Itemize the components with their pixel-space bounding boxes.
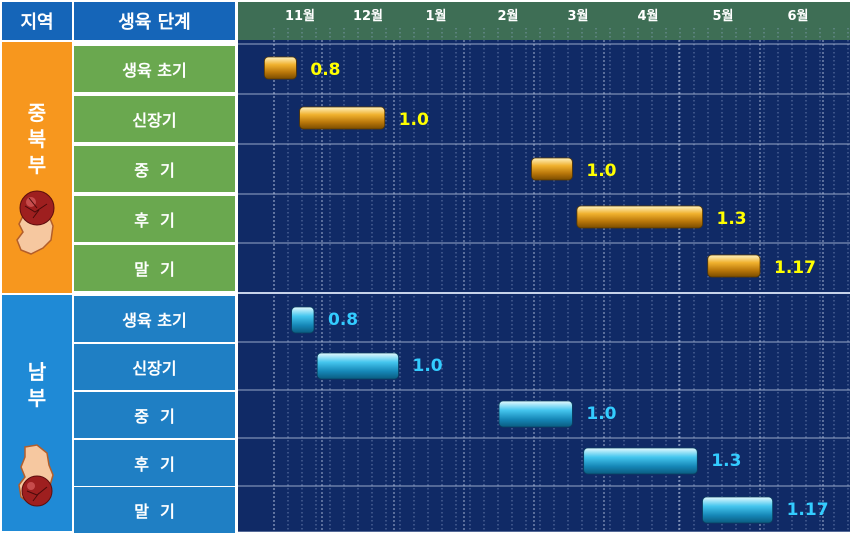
region-label-south: 남 부 <box>27 360 47 410</box>
gantt-bar <box>576 205 703 229</box>
stage-label: 후 기 <box>74 196 235 242</box>
month-tick-label: 12월 <box>353 8 383 24</box>
stage-label: 신장기 <box>74 344 235 390</box>
region-label-north-central: 중 북 부 <box>27 101 47 177</box>
gantt-chart: 11월 12월 1월 2월 3월 4월 5월 6월 0.8 1.0 1.0 1.3 1.17 0.8 1.… <box>238 2 850 532</box>
month-tick-label: 2월 <box>497 8 518 24</box>
month-tick-label: 5월 <box>712 8 733 24</box>
bar-value-label: 1.0 <box>413 356 443 376</box>
month-tick-label: 11월 <box>285 8 315 24</box>
bar-value-label: 1.3 <box>711 451 741 471</box>
bar-value-label: 1.17 <box>774 258 816 278</box>
gantt-bar <box>583 447 698 475</box>
stage-label: 생육 초기 <box>74 46 235 92</box>
bar-value-label: 0.8 <box>310 60 340 80</box>
gantt-bar <box>702 496 774 524</box>
month-tick-label: 1월 <box>425 8 446 24</box>
region-north-central: 중 북 부 <box>2 42 72 293</box>
stage-label: 중 기 <box>74 146 235 192</box>
bar-value-label: 1.0 <box>586 161 616 181</box>
region-south: 남 부 <box>2 295 72 531</box>
gantt-bar <box>498 400 573 428</box>
gantt-bar <box>707 254 761 278</box>
korea-map-icon <box>16 190 55 255</box>
stage-label: 신장기 <box>74 96 235 142</box>
stage-label: 중 기 <box>74 392 235 438</box>
korea-map-icon <box>18 444 54 507</box>
month-tick-label: 3월 <box>567 8 588 24</box>
gantt-bar <box>316 352 399 380</box>
gantt-bar <box>291 306 315 334</box>
month-tick-label: 4월 <box>637 8 658 24</box>
gantt-bar <box>299 106 386 130</box>
stage-label: 생육 초기 <box>74 296 235 342</box>
region-column-header: 지역 <box>2 2 72 40</box>
month-tick-label: 6월 <box>787 8 808 24</box>
gantt-bar <box>263 56 297 80</box>
bar-value-label: 1.3 <box>717 209 747 229</box>
stage-label: 말 기 <box>74 487 235 533</box>
bar-value-label: 1.17 <box>787 500 829 520</box>
bar-value-label: 0.8 <box>328 310 358 330</box>
gantt-bar <box>531 157 573 181</box>
stage-label: 후 기 <box>74 440 235 486</box>
bar-value-label: 1.0 <box>399 110 429 130</box>
stage-label: 말 기 <box>74 245 235 291</box>
stage-column-header: 생육 단계 <box>74 2 235 40</box>
bar-value-label: 1.0 <box>586 404 616 424</box>
